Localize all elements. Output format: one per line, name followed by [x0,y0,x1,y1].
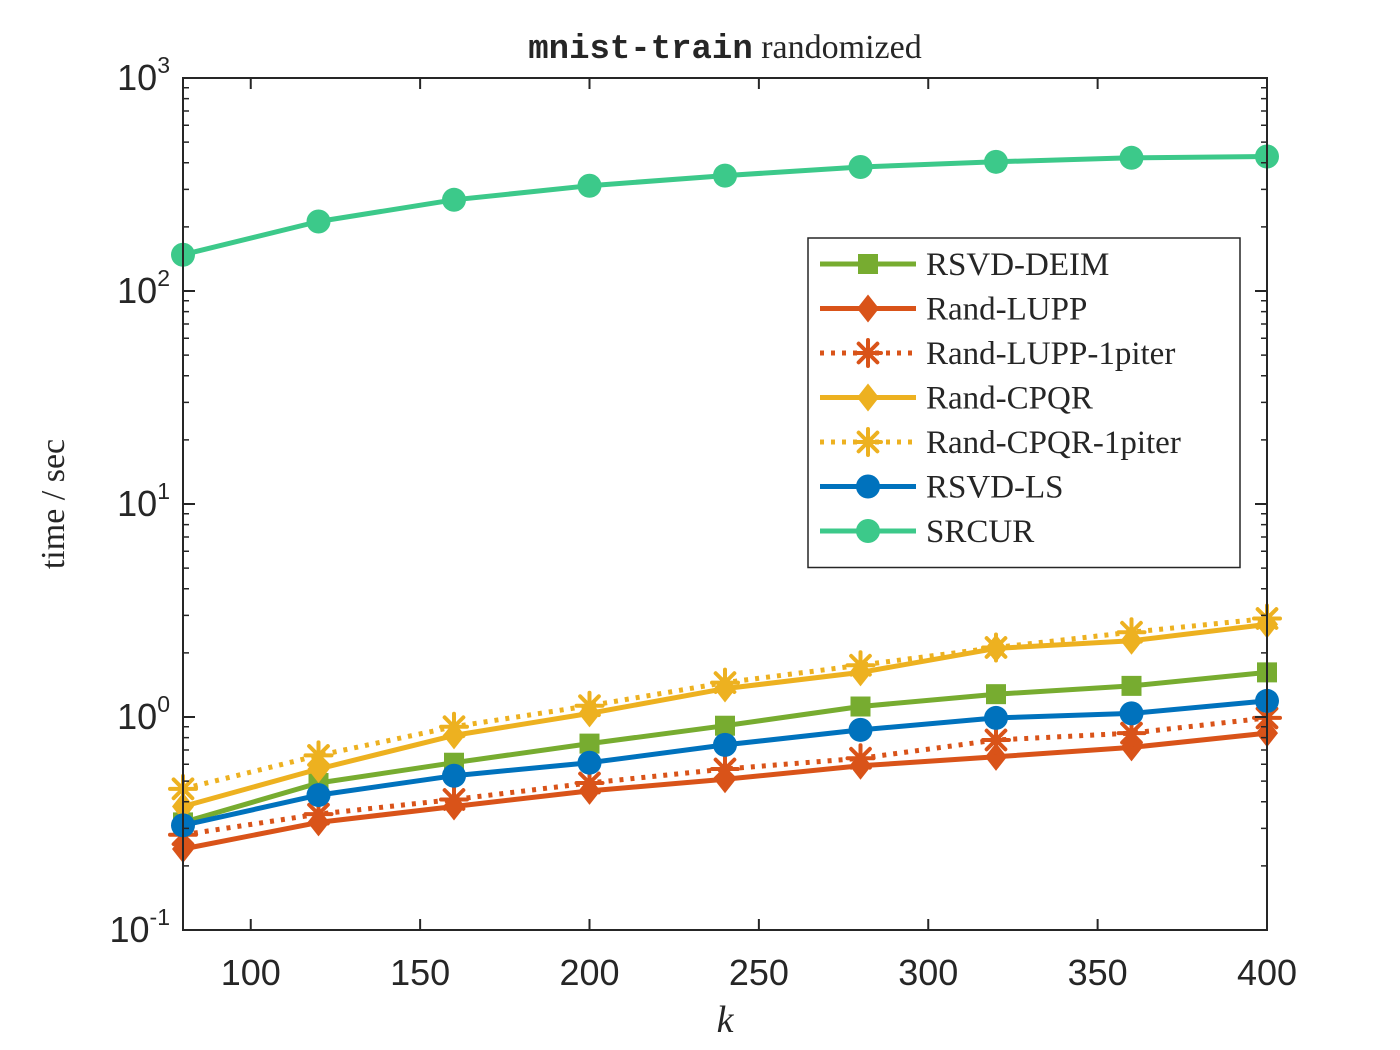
legend-swatch-marker [857,383,879,412]
data-point [303,740,334,771]
data-point [442,763,466,788]
legend-entry: Rand-CPQR-1piter [820,425,1181,461]
legend-label: RSVD-LS [926,470,1064,506]
legend-swatch-marker [856,474,880,499]
x-axis-label: k [717,999,735,1041]
data-point [848,155,873,180]
legend-label: SRCUR [926,514,1034,550]
legend-swatch-marker [856,519,880,543]
legend-entry: SRCUR [820,514,1034,550]
legend-swatch-marker [853,338,883,368]
data-point [439,784,469,815]
data-point [713,163,737,188]
y-tick-label: 102 [117,265,170,311]
data-point [1119,701,1144,726]
legend-box [807,237,1241,569]
legend-swatch-marker [853,427,883,457]
data-point [845,743,876,774]
data-point [845,650,876,681]
data-point [986,684,1006,705]
y-tick-label: 101 [117,478,170,524]
data-point [442,187,466,212]
data-point [1121,675,1142,696]
data-point [848,717,873,742]
data-point [574,690,605,721]
x-tick-label: 150 [390,952,450,993]
data-point [710,667,740,698]
y-axis-label: time / sec [35,439,72,569]
chart-title-mono: mnist-train [528,31,752,69]
legend-label: Rand-CPQR-1piter [926,425,1181,461]
ticks-layer: 100 150 200 250 300 350 400 10-1 100 101 102 103 [110,52,1298,993]
chart-title: mnist-train randomized [528,29,921,69]
x-tick-label: 200 [559,952,619,993]
legend-label: Rand-CPQR [926,381,1093,417]
x-tick-label: 350 [1068,952,1128,993]
series-6 [171,144,1279,267]
legend-label: Rand-LUPP-1piter [926,336,1175,372]
data-point [439,711,469,742]
svg-text:mnist-train randomized: mnist-train randomized [528,29,921,69]
legend-entry: Rand-CPQR [820,381,1093,417]
x-tick-label: 250 [729,952,789,993]
data-point [1119,145,1144,170]
data-point [1116,617,1147,648]
data-point [715,715,735,736]
x-tick-label: 100 [221,952,281,993]
data-point [985,742,1007,771]
data-point [303,799,334,830]
chart-title-rest: randomized [753,29,922,66]
data-point [306,783,331,808]
data-point [1116,718,1147,749]
legend-entry: RSVD-LS [820,470,1064,506]
data-point [577,750,602,775]
y-tick-label: 100 [117,691,170,737]
data-point [306,209,331,234]
data-point [981,724,1011,755]
data-point [984,705,1008,730]
legend-label: RSVD-DEIM [926,247,1109,283]
data-point [713,732,737,757]
legend-swatch-marker [858,254,878,274]
legend: RSVD-DEIM Rand-LUPP Rand-LUPP-1piter Rand-C… [807,237,1241,569]
data-point [984,149,1008,174]
data-point [850,696,871,717]
y-tick-label: 10-1 [110,904,171,950]
data-point [577,173,602,198]
legend-entry: RSVD-DEIM [820,247,1109,283]
data-point [981,632,1011,663]
legend-entry: Rand-LUPP [820,292,1087,328]
x-tick-label: 400 [1237,952,1297,993]
legend-label: Rand-LUPP [926,292,1087,328]
y-tick-label: 103 [117,52,170,98]
data-point [710,753,740,784]
data-point [574,767,605,798]
data-point [579,733,600,754]
legend-swatch-marker [857,294,879,323]
x-tick-label: 300 [898,952,958,993]
legend-entry: Rand-LUPP-1piter [820,336,1175,372]
